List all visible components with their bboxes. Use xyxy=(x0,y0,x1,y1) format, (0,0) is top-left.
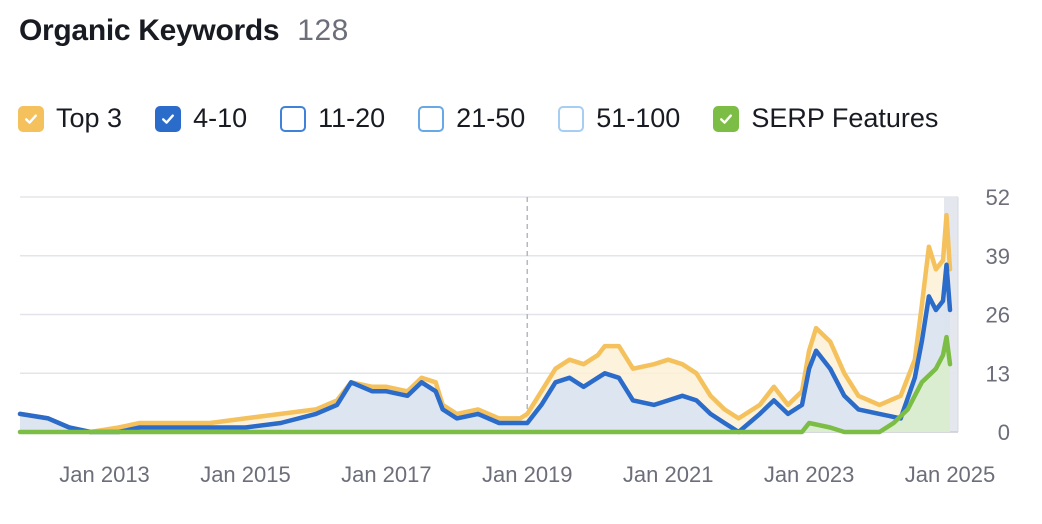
chart-title: Organic Keywords xyxy=(19,14,280,47)
x-tick-label-2015: Jan 2015 xyxy=(200,462,291,487)
y-tick-label-0: 0 xyxy=(998,420,1010,445)
x-tick-label-2019: Jan 2019 xyxy=(482,462,573,487)
x-tick-label-2013: Jan 2013 xyxy=(59,462,150,487)
y-tick-label-39: 39 xyxy=(986,244,1010,269)
legend-label-21-50: 21-50 xyxy=(456,103,526,133)
legend-item-top-3[interactable]: Top 3 xyxy=(18,103,122,134)
checkbox-11-20[interactable] xyxy=(280,105,307,132)
keywords-chart[interactable]: 0 13 26 39 52 Jan 2013 Jan 2015 Jan 2017 Jan 201… xyxy=(0,180,1042,510)
x-tick-label-2025: Jan 2025 xyxy=(905,462,996,487)
checkbox-51-100[interactable] xyxy=(558,105,585,132)
y-tick-label-26: 26 xyxy=(986,303,1010,328)
legend-item-51-100[interactable]: 51-100 xyxy=(558,103,680,134)
x-tick-label-2017: Jan 2017 xyxy=(341,462,432,487)
legend-item-11-20[interactable]: 11-20 xyxy=(280,103,385,134)
keyword-count: 128 xyxy=(297,14,349,47)
legend-label-4-10: 4-10 xyxy=(193,103,248,133)
legend: Top 3 4-10 11-20 21-50 51-100 SERP Featu… xyxy=(18,103,971,134)
legend-item-4-10[interactable]: 4-10 xyxy=(155,103,247,134)
legend-label-top-3: Top 3 xyxy=(56,103,123,133)
chart-header: Organic Keywords 128 xyxy=(19,14,349,48)
check-icon xyxy=(25,113,37,124)
check-icon xyxy=(162,113,175,124)
series-line-serp-features xyxy=(17,334,953,435)
checkbox-21-50[interactable] xyxy=(418,105,445,132)
legend-item-serp-features[interactable]: SERP Features xyxy=(713,103,938,134)
x-tick-label-2023: Jan 2023 xyxy=(764,462,855,487)
series-line-top-3 xyxy=(17,212,953,435)
legend-label-51-100: 51-100 xyxy=(596,103,681,133)
checkbox-top-3[interactable] xyxy=(18,105,44,132)
y-tick-label-52: 52 xyxy=(986,185,1010,210)
checkbox-serp-features[interactable] xyxy=(713,105,740,132)
x-tick-label-2021: Jan 2021 xyxy=(623,462,714,487)
series-line-4-10 xyxy=(17,262,953,435)
checkbox-4-10[interactable] xyxy=(155,105,182,132)
y-tick-label-13: 13 xyxy=(986,361,1010,386)
series-area-4-10 xyxy=(20,264,950,432)
check-icon xyxy=(720,113,733,124)
legend-item-21-50[interactable]: 21-50 xyxy=(418,103,525,134)
legend-label-serp-features: SERP Features xyxy=(751,103,939,133)
legend-label-11-20: 11-20 xyxy=(318,103,386,133)
